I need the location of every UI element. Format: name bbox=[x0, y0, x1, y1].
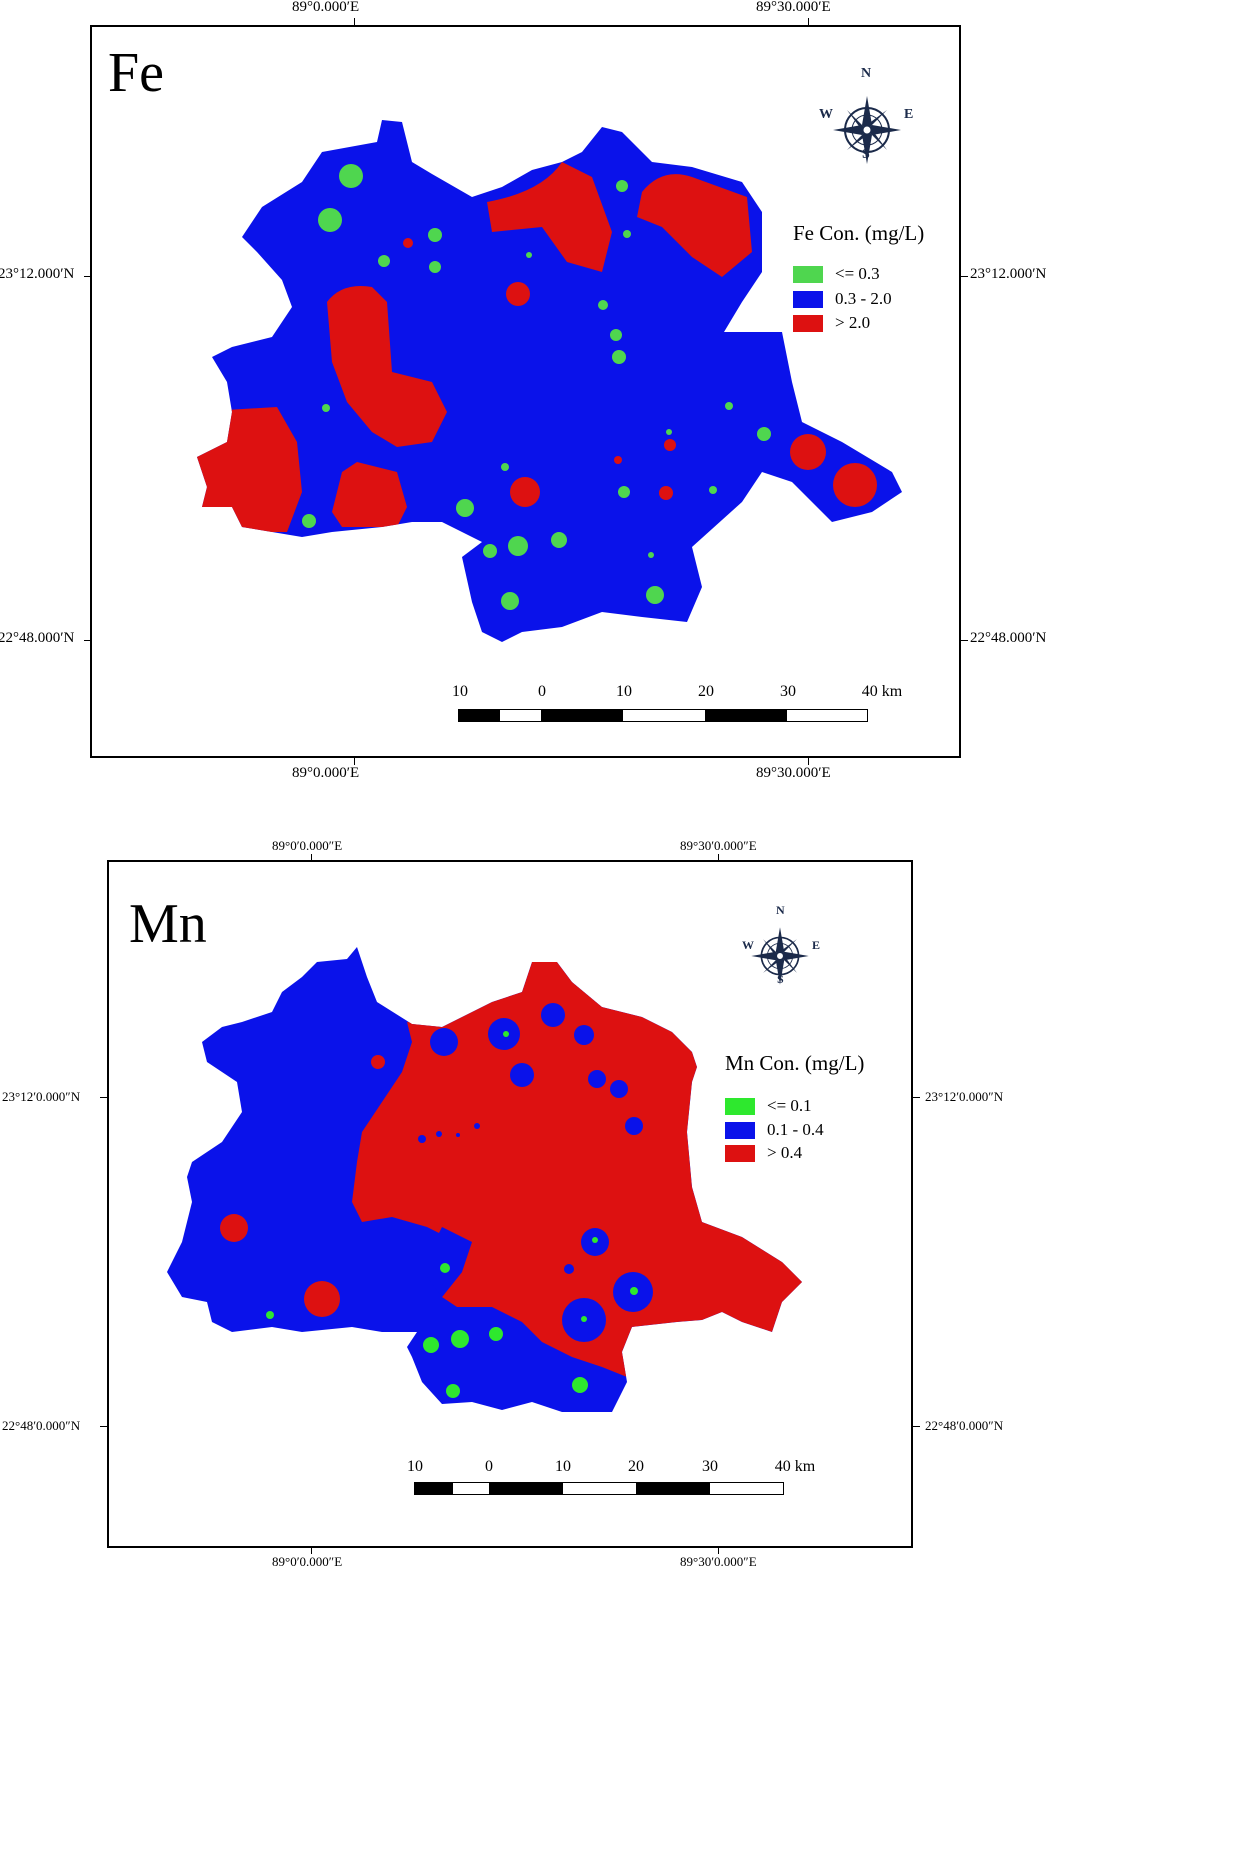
legend-title-fe: Fe Con. (mg/L) bbox=[793, 221, 925, 245]
bottom-coord-89-0-b: 89°0′0.000″E bbox=[272, 1554, 343, 1569]
right-tick-1-b bbox=[912, 1097, 920, 1098]
compass-w: W bbox=[819, 107, 833, 122]
panel-mn: 89°0′0.000″E 89°30′0.000″E 23°12′0.000″N… bbox=[0, 830, 1245, 1857]
top-tick-1-b bbox=[311, 854, 312, 860]
legend-item-fe-low: <= 0.3 bbox=[793, 264, 880, 284]
left-tick-2 bbox=[84, 640, 92, 641]
scale-bar-mn bbox=[414, 1482, 784, 1495]
legend-label: > 0.4 bbox=[767, 1143, 803, 1162]
compass-rose-icon-b bbox=[751, 927, 809, 985]
right-tick-2-b bbox=[912, 1426, 920, 1427]
map-frame-fe: a) Fe bbox=[90, 25, 961, 758]
top-coord-89-0: 89°0.000′E bbox=[292, 0, 360, 15]
bottom-tick-1-b bbox=[311, 1548, 312, 1554]
legend-item-fe-high: > 2.0 bbox=[793, 313, 870, 333]
left-tick-1-b bbox=[100, 1097, 108, 1098]
bottom-coord-89-0: 89°0.000′E bbox=[292, 765, 360, 781]
compass-s: S bbox=[862, 147, 870, 162]
top-coord-89-30-b: 89°30′0.000″E bbox=[680, 838, 757, 853]
right-tick-1 bbox=[960, 276, 968, 277]
compass-s-b: S bbox=[777, 972, 784, 986]
legend-swatch bbox=[725, 1121, 755, 1139]
left-tick-1 bbox=[84, 276, 92, 277]
scale-label-0-b: 0 bbox=[485, 1458, 493, 1475]
scale-label-30-b: 30 bbox=[702, 1458, 718, 1475]
legend-item-mn-mid: 0.1 - 0.4 bbox=[725, 1120, 824, 1140]
top-tick-1 bbox=[354, 18, 355, 25]
left-tick-2-b bbox=[100, 1426, 108, 1427]
fe-concentration-map bbox=[197, 120, 902, 642]
legend-label: 0.1 - 0.4 bbox=[767, 1120, 824, 1139]
left-coord-23-12-b: 23°12′0.000″N bbox=[2, 1089, 81, 1104]
bottom-tick-2 bbox=[808, 758, 809, 765]
legend-item-fe-mid: 0.3 - 2.0 bbox=[793, 289, 892, 309]
top-tick-2 bbox=[808, 18, 809, 25]
legend-swatch bbox=[725, 1097, 755, 1115]
legend-item-mn-low: <= 0.1 bbox=[725, 1096, 812, 1116]
legend-swatch bbox=[793, 290, 823, 308]
scale-label-40km-b: 40 km bbox=[774, 1458, 816, 1475]
legend-label: 0.3 - 2.0 bbox=[835, 289, 892, 308]
legend-swatch bbox=[793, 314, 823, 332]
right-coord-22-48: 22°48.000′N bbox=[970, 630, 1047, 646]
bottom-tick-1 bbox=[354, 758, 355, 765]
left-coord-23-12: 23°12.000′N bbox=[0, 266, 75, 282]
bottom-coord-89-30: 89°30.000′E bbox=[756, 765, 831, 781]
top-tick-2-b bbox=[718, 854, 719, 860]
compass-w-b: W bbox=[742, 938, 754, 952]
right-coord-22-48-b: 22°48′0.000″N bbox=[925, 1418, 1004, 1433]
panel-fe: 89°0.000′E 89°30.000′E 23°12.000′N 22°48… bbox=[0, 0, 1245, 800]
legend-title-mn: Mn Con. (mg/L) bbox=[725, 1051, 865, 1075]
compass-e-b: E bbox=[812, 938, 821, 952]
scale-label-40km: 40 km bbox=[861, 683, 903, 700]
scale-label-0: 0 bbox=[538, 683, 546, 700]
top-coord-89-30: 89°30.000′E bbox=[756, 0, 831, 15]
scale-label-10-b: 10 bbox=[555, 1458, 571, 1475]
map-frame-mn: b) Mn bbox=[107, 860, 913, 1548]
compass-n: N bbox=[861, 66, 872, 81]
bottom-tick-2-b bbox=[718, 1548, 719, 1554]
scale-bar-fe bbox=[458, 709, 868, 722]
scale-label-10: 10 bbox=[616, 683, 632, 700]
legend-item-mn-high: > 0.4 bbox=[725, 1143, 802, 1163]
compass-e: E bbox=[904, 107, 914, 122]
top-coord-89-0-b: 89°0′0.000″E bbox=[272, 838, 343, 853]
element-label-mn: Mn bbox=[129, 893, 207, 955]
legend-label: <= 0.3 bbox=[835, 264, 880, 283]
element-label-fe: Fe bbox=[108, 42, 164, 104]
legend-swatch bbox=[793, 265, 823, 283]
scale-label-10-left-b: 10 bbox=[407, 1458, 423, 1475]
scale-label-10-left: 10 bbox=[452, 683, 468, 700]
right-coord-23-12: 23°12.000′N bbox=[970, 266, 1047, 282]
scale-label-30: 30 bbox=[780, 683, 796, 700]
bottom-coord-89-30-b: 89°30′0.000″E bbox=[680, 1554, 757, 1569]
left-coord-22-48-b: 22°48′0.000″N bbox=[2, 1418, 81, 1433]
scale-label-20-b: 20 bbox=[628, 1458, 644, 1475]
legend-label: > 2.0 bbox=[835, 313, 871, 332]
compass-n-b: N bbox=[776, 903, 785, 917]
right-coord-23-12-b: 23°12′0.000″N bbox=[925, 1089, 1004, 1104]
legend-swatch bbox=[725, 1144, 755, 1162]
compass-rose-icon bbox=[833, 96, 901, 164]
scale-label-20: 20 bbox=[698, 683, 714, 700]
left-coord-22-48: 22°48.000′N bbox=[0, 630, 75, 646]
legend-label: <= 0.1 bbox=[767, 1096, 812, 1115]
right-tick-2 bbox=[960, 640, 968, 641]
mn-concentration-map bbox=[167, 947, 802, 1412]
